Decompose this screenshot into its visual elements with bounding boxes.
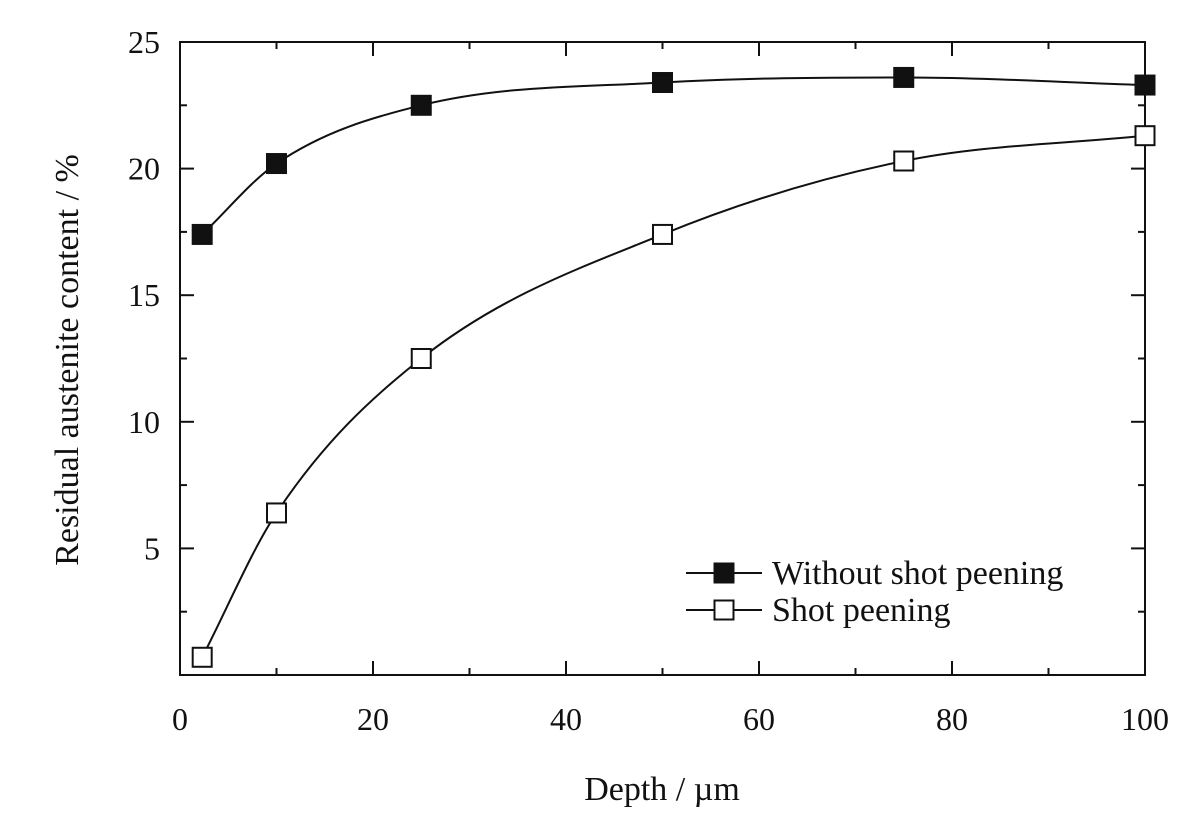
- data-point: [191, 646, 213, 668]
- y-tick-label: 25: [128, 24, 160, 60]
- y-axis-title: Residual austenite content / %: [49, 154, 86, 566]
- y-tick-label: 15: [128, 277, 160, 313]
- series-1: [191, 66, 1156, 245]
- series-2: [191, 125, 1156, 668]
- data-point: [652, 72, 673, 94]
- data-point: [1134, 74, 1156, 96]
- x-tick-label: 100: [1121, 701, 1169, 737]
- x-tick-label: 40: [550, 701, 582, 737]
- ticks-layer: 0 20 40 60 80 100 5 10 15 20 25: [128, 24, 1169, 737]
- x-tick-label: 20: [357, 701, 389, 737]
- data-point: [1134, 125, 1156, 147]
- data-point: [266, 502, 287, 524]
- data-point: [191, 223, 213, 245]
- x-axis-title: Depth / µm: [584, 771, 740, 808]
- x-tick-label: 80: [936, 701, 968, 737]
- legend-label: Shot peening: [772, 592, 950, 629]
- data-point: [893, 66, 915, 88]
- data-point: [410, 94, 432, 116]
- legend-marker: [713, 599, 735, 621]
- y-tick-label: 20: [128, 151, 160, 187]
- series-layer: [191, 66, 1156, 668]
- y-tick-label: 5: [144, 530, 160, 566]
- y-tick-label: 10: [128, 404, 160, 440]
- legend-marker: [713, 562, 735, 584]
- x-tick-label: 0: [172, 701, 188, 737]
- data-point: [652, 223, 673, 245]
- legend-item: Shot peening: [686, 592, 950, 629]
- x-tick-label: 60: [743, 701, 775, 737]
- data-point: [893, 150, 915, 172]
- data-point: [410, 348, 432, 369]
- legend-item: Without shot peening: [686, 555, 1063, 592]
- data-point: [266, 153, 287, 175]
- legend-label: Without shot peening: [772, 555, 1063, 592]
- series-line: [201, 76, 1146, 236]
